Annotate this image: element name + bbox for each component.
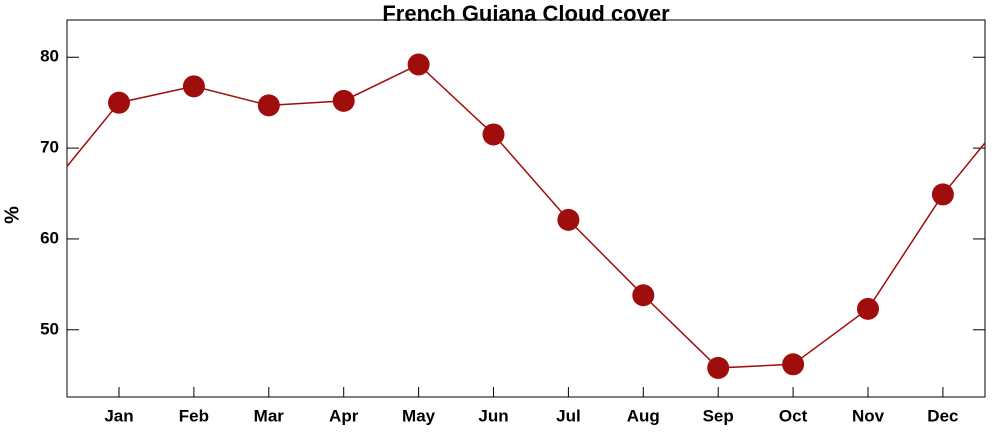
marker [557, 208, 580, 231]
y-tick-label: 80 [40, 47, 59, 66]
x-tick-label: Oct [779, 406, 808, 425]
y-tick-label: 60 [40, 228, 59, 247]
x-tick-label: Jul [556, 406, 581, 425]
wrap-segment [66, 102, 120, 167]
x-tick-label: May [402, 406, 436, 425]
marker [857, 297, 879, 320]
marker [782, 353, 805, 376]
marker [707, 356, 730, 379]
plot-frame [66, 19, 986, 398]
x-tick-label: Aug [627, 406, 660, 425]
x-tick-label: Sep [703, 406, 734, 425]
x-tick-label: Apr [329, 406, 359, 425]
marker [482, 123, 505, 146]
line [118, 63, 944, 369]
marker [931, 183, 954, 206]
marker [108, 91, 130, 114]
x-tick-label: Dec [927, 406, 958, 425]
y-tick-label: 50 [40, 319, 59, 338]
x-tick-label: Nov [852, 406, 885, 425]
marker [257, 94, 280, 117]
chart-title: French Guiana Cloud cover [382, 1, 670, 26]
marker [407, 53, 430, 76]
marker [632, 284, 655, 307]
x-tick-label: Feb [179, 406, 209, 425]
marker [182, 75, 205, 98]
x-tick-label: Jun [478, 406, 508, 425]
x-tick-label: Mar [254, 406, 285, 425]
wrap-segment [942, 142, 986, 195]
x-tick-label: Jan [104, 406, 133, 425]
marker [332, 89, 355, 112]
y-tick-label: 70 [40, 138, 59, 157]
y-axis-label: % [1, 206, 23, 224]
